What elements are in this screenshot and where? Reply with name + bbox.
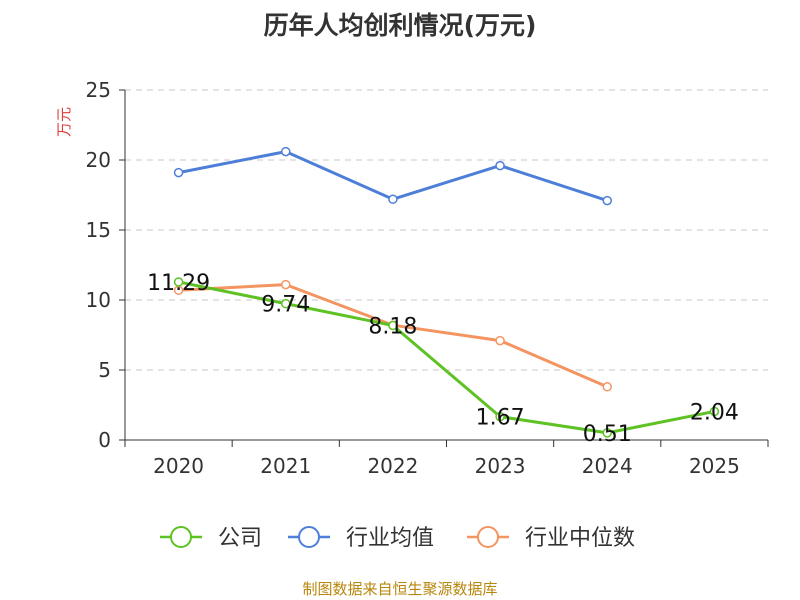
data-point (602, 382, 612, 392)
x-tick-label: 2024 (582, 454, 633, 478)
data-point (495, 335, 505, 346)
x-tick-label: 2021 (260, 454, 311, 478)
data-point (495, 411, 505, 422)
x-tick-label: 2025 (689, 454, 740, 478)
data-label: 1.67 (476, 406, 525, 431)
legend-label: 公司 (218, 526, 262, 551)
data-point (173, 167, 184, 178)
data-source-note: 制图数据来自恒生聚源数据库 (302, 580, 498, 598)
chart-title: 历年人均创利情况(万元) (263, 11, 537, 40)
y-tick-label: 10 (86, 288, 111, 312)
data-label: 11.29 (147, 271, 210, 296)
y-tick-label: 25 (86, 78, 111, 102)
data-point (173, 277, 184, 287)
y-tick-label: 15 (86, 218, 111, 242)
data-point (281, 146, 291, 157)
y-tick-label: 20 (86, 148, 111, 172)
data-point (388, 194, 398, 204)
data-label: 0.51 (583, 422, 632, 447)
data-label: 9.74 (261, 293, 310, 318)
x-tick-label: 2020 (153, 454, 204, 478)
x-tick-label: 2022 (367, 454, 418, 478)
series-line-0 (178, 280, 715, 435)
x-tick-label: 2023 (475, 454, 526, 478)
data-point (602, 195, 612, 206)
data-point (495, 160, 505, 171)
series-line-1 (178, 150, 608, 203)
data-point (388, 320, 398, 331)
data-point (281, 298, 291, 309)
data-point (709, 406, 720, 417)
legend-swatch-marker (298, 526, 320, 548)
data-point (602, 428, 612, 438)
y-tick-label: 0 (98, 428, 111, 452)
y-axis-label: 万元 (55, 107, 73, 137)
data-point (281, 279, 291, 290)
data-label: 8.18 (368, 314, 417, 339)
data-label: 2.04 (690, 400, 739, 425)
legend-swatch-marker (477, 526, 499, 548)
legend-label: 行业中位数 (525, 526, 635, 551)
legend-swatch-marker (170, 526, 192, 548)
legend-label: 行业均值 (346, 526, 434, 551)
y-tick-label: 5 (98, 358, 111, 382)
